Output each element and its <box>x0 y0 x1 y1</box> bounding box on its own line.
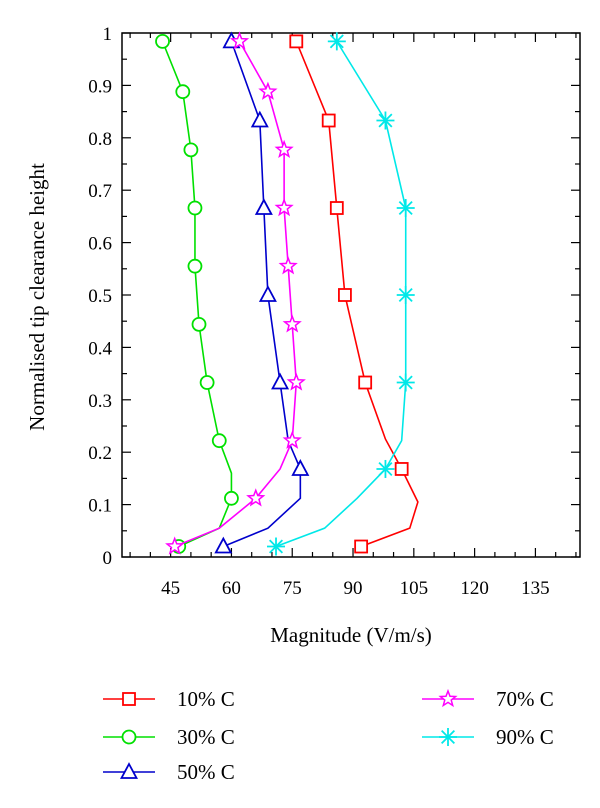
y-axis-label: Normalised tip clearance height <box>25 163 49 431</box>
x-tick-label: 90 <box>344 578 363 599</box>
legend-label: 30% C <box>177 725 235 749</box>
y-tick-label: 1 <box>103 24 113 45</box>
data-point <box>376 111 395 130</box>
series-30-c <box>155 33 239 554</box>
legend-item: 50% C <box>103 760 235 784</box>
data-point <box>211 433 227 449</box>
data-point <box>229 31 250 50</box>
x-tick-label: 105 <box>400 578 429 599</box>
series-70-c <box>165 31 306 555</box>
axis-labels: Magnitude (V/m/s) Normalised tip clearan… <box>25 163 432 647</box>
series-line <box>223 41 302 548</box>
legend: 10% C 30% C 50% C 70% C 90% C <box>103 687 554 784</box>
y-tick-label: 0.4 <box>88 338 112 359</box>
x-tick-label: 75 <box>283 578 302 599</box>
legend-marker <box>119 762 139 779</box>
x-tick-label: 135 <box>521 578 550 599</box>
series-line <box>295 41 419 548</box>
x-tick-label: 120 <box>460 578 489 599</box>
data-point <box>191 316 207 332</box>
data-point <box>175 84 191 100</box>
y-tick-label: 0.2 <box>88 443 112 464</box>
data-point <box>155 33 170 49</box>
x-tick-label: 45 <box>161 578 180 599</box>
data-point <box>338 288 352 302</box>
y-tick-label: 0.9 <box>88 76 112 97</box>
data-point <box>187 200 203 216</box>
series-10-c <box>289 34 419 554</box>
data-point <box>321 113 336 128</box>
series-90-c <box>267 32 415 556</box>
data-point <box>282 430 302 449</box>
y-tick-label: 0.3 <box>88 391 112 412</box>
series-layer <box>155 31 419 556</box>
data-point <box>282 314 302 333</box>
data-point <box>274 197 294 217</box>
y-tick-label: 0.8 <box>88 129 112 150</box>
data-point <box>327 32 346 51</box>
data-point <box>165 536 185 555</box>
y-tick-label: 0.6 <box>88 234 112 255</box>
data-point <box>246 488 266 507</box>
legend-marker <box>122 692 136 706</box>
axes: 45 60 75 90 105 120 135 0 0.1 0.2 0.3 0.4 0.5 0.6 0.7 0… <box>88 24 581 599</box>
x-axis-label: Magnitude (V/m/s) <box>270 623 432 647</box>
data-point <box>199 375 215 390</box>
legend-item: 70% C <box>422 687 554 711</box>
legend-item: 10% C <box>103 687 235 711</box>
data-point <box>396 199 415 218</box>
y-tick-label: 0.1 <box>88 496 112 517</box>
data-point <box>358 375 373 390</box>
legend-label: 90% C <box>496 725 554 749</box>
series-line <box>174 40 298 548</box>
data-point <box>183 142 199 158</box>
legend-item: 30% C <box>103 725 235 749</box>
data-point <box>396 373 415 392</box>
series-line <box>161 41 233 548</box>
legend-label: 10% C <box>177 687 235 711</box>
series-line <box>275 40 407 548</box>
data-point <box>354 539 369 554</box>
data-point <box>254 198 273 215</box>
legend-label: 70% C <box>496 687 554 711</box>
data-point <box>396 286 415 304</box>
data-point <box>376 459 395 478</box>
legend-item: 90% C <box>422 725 554 749</box>
data-point <box>286 372 306 391</box>
legend-label: 50% C <box>177 760 235 784</box>
y-tick-label: 0.5 <box>88 286 112 307</box>
data-point <box>250 110 269 128</box>
x-tick-label: 60 <box>222 578 241 599</box>
data-point <box>394 462 409 476</box>
data-point <box>291 459 310 476</box>
data-point <box>258 285 277 302</box>
legend-marker <box>438 688 458 708</box>
data-point <box>258 81 278 100</box>
y-tick-label: 0.7 <box>88 181 112 202</box>
data-point <box>267 537 286 556</box>
data-point <box>224 490 239 506</box>
data-point <box>278 256 298 275</box>
y-tick-label: 0 <box>103 548 113 569</box>
data-point <box>274 139 294 159</box>
data-point <box>187 258 203 274</box>
series-50-c <box>214 31 310 554</box>
legend-marker <box>121 729 137 745</box>
legend-marker <box>439 728 457 746</box>
data-point <box>289 34 304 49</box>
data-point <box>271 372 290 390</box>
data-point <box>329 201 344 215</box>
data-point <box>214 536 233 554</box>
